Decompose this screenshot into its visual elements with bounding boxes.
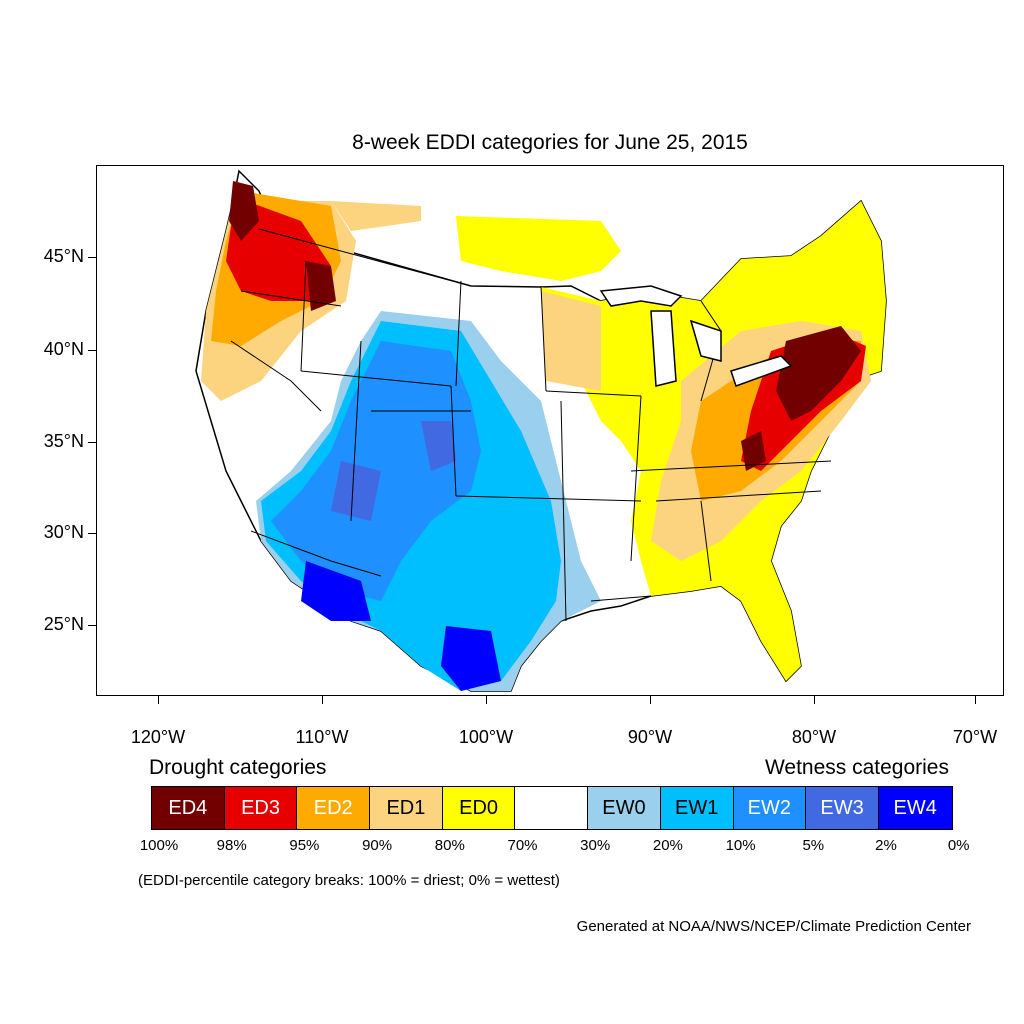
eddi-map [195,169,887,692]
break-label: 95% [289,837,320,854]
lon-label-70: 70°W [952,727,998,747]
legend-category-ew1: EW1 [660,787,734,829]
map-frame [96,165,1004,696]
lon-tick [158,696,159,704]
lat-label-25: 25°N [43,614,84,634]
lon-label-100: 100°W [458,727,514,747]
ed1-northcentral [541,291,601,391]
lon-label-90: 90°W [627,727,673,747]
lat-label-35: 35°N [43,431,84,451]
legend-category-ed2: ED2 [297,787,371,829]
breaks-note: (EDDI-percentile category breaks: 100% =… [138,872,560,889]
map-title: 8-week EDDI categories for June 25, 2015 [352,131,748,154]
lat-tick [88,257,96,258]
break-label: 5% [802,837,825,854]
lon-tick [322,696,323,704]
lat-tick [88,625,96,626]
break-label: 10% [725,837,756,854]
lat-label-30: 30°N [43,522,84,542]
lat-tick [88,533,96,534]
lat-tick [88,350,96,351]
lon-label-110: 110°W [295,727,349,747]
lon-tick [975,696,976,704]
ed4-east [776,326,861,421]
legend-category-ew0: EW0 [588,787,661,829]
break-label: 20% [652,837,683,854]
break-label: 30% [580,837,611,854]
ed4-washington [229,181,259,241]
legend-category-ew3: EW3 [806,787,879,829]
legend-category-ed0: ED0 [442,787,516,829]
ew3-southwest [331,461,381,521]
break-label: 98% [216,837,247,854]
legend-category-normal [515,787,589,829]
state-lines [230,228,832,622]
ed4-northwest [306,261,336,311]
legend-bar: ED4 ED3 ED2 ED1 ED0 EW0 EW1 EW2 EW3 EW4 [151,786,953,830]
legend-category-ew4: EW4 [878,787,952,829]
lat-label-45: 45°N [43,246,84,266]
break-label: 80% [434,837,465,854]
lat-tick [88,442,96,443]
lat-label-40: 40°N [43,339,84,359]
lon-label-80: 80°W [791,727,837,747]
legend-category-ed3: ED3 [224,787,298,829]
lon-tick [486,696,487,704]
ew3-west [421,421,456,471]
legend-category-ed1: ED1 [370,787,443,829]
credit: Generated at NOAA/NWS/NCEP/Climate Predi… [576,918,971,935]
break-label: 70% [507,837,538,854]
break-label: 0% [947,837,970,854]
drought-heading: Drought categories [149,756,327,779]
ew4-mexico [301,561,371,621]
break-label: 90% [362,837,393,854]
break-label: 100% [139,837,179,854]
lon-tick [814,696,815,704]
lon-label-120: 120°W [130,727,186,747]
break-label: 2% [875,837,897,854]
legend-category-ew2: EW2 [733,787,807,829]
ed0-north [456,216,621,281]
ed4-appalachia [741,431,766,471]
ew4-texas [441,626,501,691]
great-lakes [599,285,793,387]
ed1-north [331,201,421,231]
lon-tick [650,696,651,704]
wetness-heading: Wetness categories [764,756,949,779]
legend-category-ed4: ED4 [152,787,225,829]
